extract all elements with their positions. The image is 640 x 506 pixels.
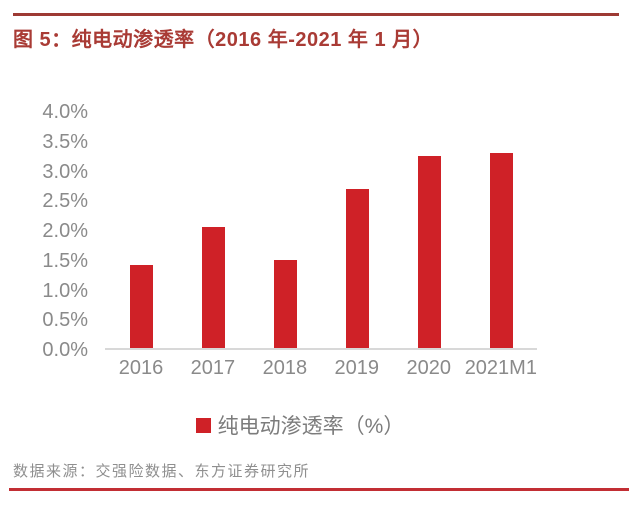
y-tick-label: 1.5% — [42, 249, 88, 272]
y-tick-label: 3.5% — [42, 130, 88, 153]
legend-label: 纯电动渗透率（%） — [217, 415, 405, 438]
x-tick-label: 2021M1 — [464, 357, 537, 379]
y-tick-label: 0.5% — [42, 309, 88, 332]
y-tick-label: 1.0% — [42, 279, 88, 302]
x-axis-labels: 2016 2017 2018 2019 2020 2021M1 — [105, 357, 537, 380]
x-tick-label: 2019 — [334, 357, 380, 379]
bar-slot — [249, 112, 321, 348]
y-tick-label: 3.0% — [42, 160, 88, 183]
footer-bottom-rule — [9, 488, 629, 491]
bar-slot — [321, 112, 393, 348]
x-tick-label: 2016 — [118, 357, 164, 379]
chart-legend: 纯电动渗透率（%） — [84, 410, 516, 440]
bar-slot — [393, 112, 465, 348]
bar-2020 — [417, 156, 441, 348]
bar-slot — [177, 112, 249, 348]
bar-slot — [465, 112, 537, 348]
y-tick-label: 2.5% — [42, 190, 88, 213]
data-source-note: 数据来源：交强险数据、东方证券研究所 — [13, 463, 311, 480]
title-top-rule — [13, 13, 619, 16]
x-tick-label: 2017 — [190, 357, 236, 379]
bar-slot — [105, 112, 177, 348]
bar-2018 — [273, 259, 297, 348]
y-tick-label: 2.0% — [42, 220, 88, 242]
y-axis-labels: 4.0% 3.5% 3.0% 2.5% 2.0% 1.5% 1.0% 0.5% 0.0% — [18, 101, 88, 361]
y-tick-label: 0.0% — [42, 339, 88, 361]
x-tick-label: 2018 — [262, 357, 308, 379]
bar-2016 — [129, 265, 153, 348]
plot-area — [105, 112, 537, 350]
bar-2017 — [201, 227, 225, 348]
bar-2021M1 — [489, 153, 513, 348]
x-tick-label: 2020 — [406, 357, 451, 379]
bar-2019 — [345, 188, 369, 348]
figure-title: 图 5：纯电动渗透率（2016 年-2021 年 1 月） — [13, 29, 434, 51]
legend-color-swatch — [195, 417, 211, 433]
y-tick-label: 4.0% — [42, 101, 88, 123]
